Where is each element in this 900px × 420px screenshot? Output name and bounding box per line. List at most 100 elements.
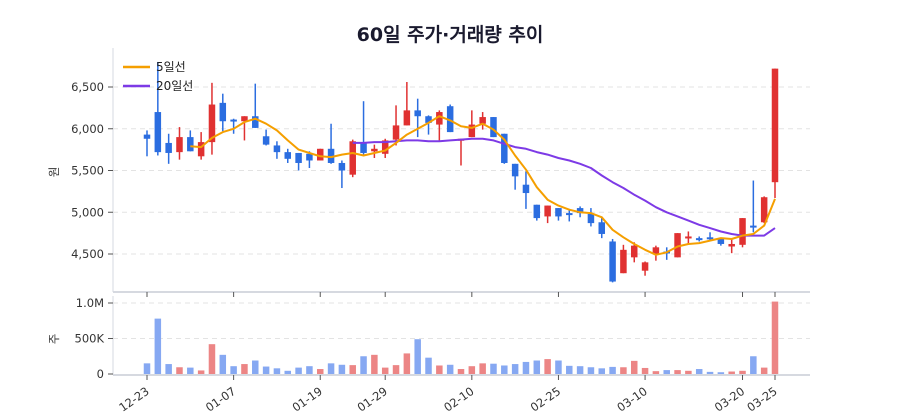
volume-bar: [295, 367, 302, 374]
candle-body: [371, 148, 378, 152]
volume-tick-label: 0: [97, 367, 104, 381]
candle-body: [273, 145, 281, 153]
x-tick-label: 03-20: [712, 384, 747, 415]
volume-bar: [771, 301, 779, 374]
volume-bar: [479, 363, 486, 374]
x-tick-label: 12-23: [116, 384, 151, 415]
price-tick-label: 4,500: [71, 247, 104, 261]
candle-body: [728, 243, 735, 247]
volume-bar: [533, 360, 541, 374]
candle-body: [576, 208, 584, 214]
candle-body: [479, 117, 486, 124]
volume-bar: [685, 370, 692, 374]
volume-bar: [187, 367, 194, 374]
candle-body: [630, 245, 638, 258]
volume-bar: [739, 370, 746, 374]
candle-body: [176, 137, 183, 153]
candle-body: [208, 104, 216, 143]
candle-body: [165, 142, 172, 153]
volume-bar: [501, 365, 508, 374]
price-tick-label: 5,000: [71, 205, 104, 219]
volume-bar: [371, 354, 378, 374]
candle-body: [241, 116, 248, 122]
volume-bar: [620, 367, 627, 374]
x-tick-label: 02-10: [441, 384, 476, 415]
volume-bar: [230, 366, 237, 374]
candle-body: [262, 136, 270, 145]
candle-body: [652, 247, 660, 254]
candle-body: [609, 241, 616, 282]
volume-bar: [544, 359, 551, 374]
volume-bar: [566, 365, 573, 374]
volume-bar: [197, 370, 205, 374]
candle-body: [295, 152, 302, 163]
volume-bar: [750, 356, 757, 374]
volume-bar: [241, 364, 248, 374]
volume-bar: [446, 364, 454, 374]
candle-body: [403, 110, 411, 126]
volume-bar: [414, 339, 421, 374]
candle-body: [566, 213, 573, 216]
candle-body: [468, 124, 476, 138]
legend-label: 20일선: [156, 79, 193, 93]
volume-bar: [728, 371, 735, 374]
volume-bar: [598, 368, 606, 374]
x-tick-label: 03-25: [744, 384, 779, 415]
candle-body: [717, 238, 725, 244]
volume-bar: [641, 367, 649, 374]
legend-label: 5일선: [156, 60, 186, 74]
candle-body: [360, 142, 367, 153]
volume-bar: [717, 372, 725, 374]
candle-body: [739, 218, 746, 245]
candle-body: [306, 153, 313, 161]
price-tick-label: 5,500: [71, 164, 104, 178]
candle-body: [327, 148, 335, 163]
ma20-line: [352, 137, 776, 237]
volume-bar: [327, 363, 335, 374]
volume-bar: [306, 366, 313, 374]
candle-body: [685, 236, 692, 239]
volume-bar: [425, 357, 432, 374]
candle-body: [284, 152, 292, 159]
volume-bar: [522, 361, 530, 374]
volume-bar: [154, 318, 162, 374]
candle-body: [522, 184, 530, 194]
x-tick-label: 02-25: [528, 384, 563, 415]
x-tick-label: 01-07: [203, 384, 238, 415]
volume-bar: [663, 370, 670, 374]
candle-body: [641, 262, 649, 271]
legend: 5일선 20일선: [123, 60, 193, 93]
candle-body: [706, 237, 714, 240]
volume-bar: [143, 363, 151, 374]
candle-body: [349, 141, 356, 175]
volume-bar: [555, 360, 562, 374]
volume-bar: [316, 369, 324, 374]
volume-bar: [468, 366, 476, 374]
x-tick-label: 01-29: [355, 384, 390, 415]
volume-bar: [511, 364, 519, 374]
candle-body: [771, 68, 779, 183]
candle-body: [511, 163, 519, 177]
volume-bar: [609, 366, 616, 374]
price-tick-label: 6,500: [71, 80, 104, 94]
volume-bar: [219, 354, 227, 374]
ma5-line: [190, 115, 776, 256]
volume-bar: [490, 363, 497, 374]
volume-bar: [273, 368, 281, 374]
x-tick-label: 01-19: [290, 384, 325, 415]
volume-bar: [587, 367, 595, 374]
candle-body: [446, 106, 454, 133]
candle-body: [620, 249, 627, 274]
price-axis-label: 원: [47, 167, 61, 178]
candle-body: [252, 116, 259, 128]
candle-body: [219, 102, 227, 122]
candle-body: [555, 208, 562, 217]
candle-body: [436, 112, 443, 125]
volume-bar: [392, 365, 400, 374]
volume-bar: [284, 370, 292, 374]
candle-body: [143, 134, 151, 139]
candle-body: [230, 119, 237, 122]
volume-tick-label: 1.0M: [76, 296, 104, 310]
candle-body: [338, 162, 346, 171]
